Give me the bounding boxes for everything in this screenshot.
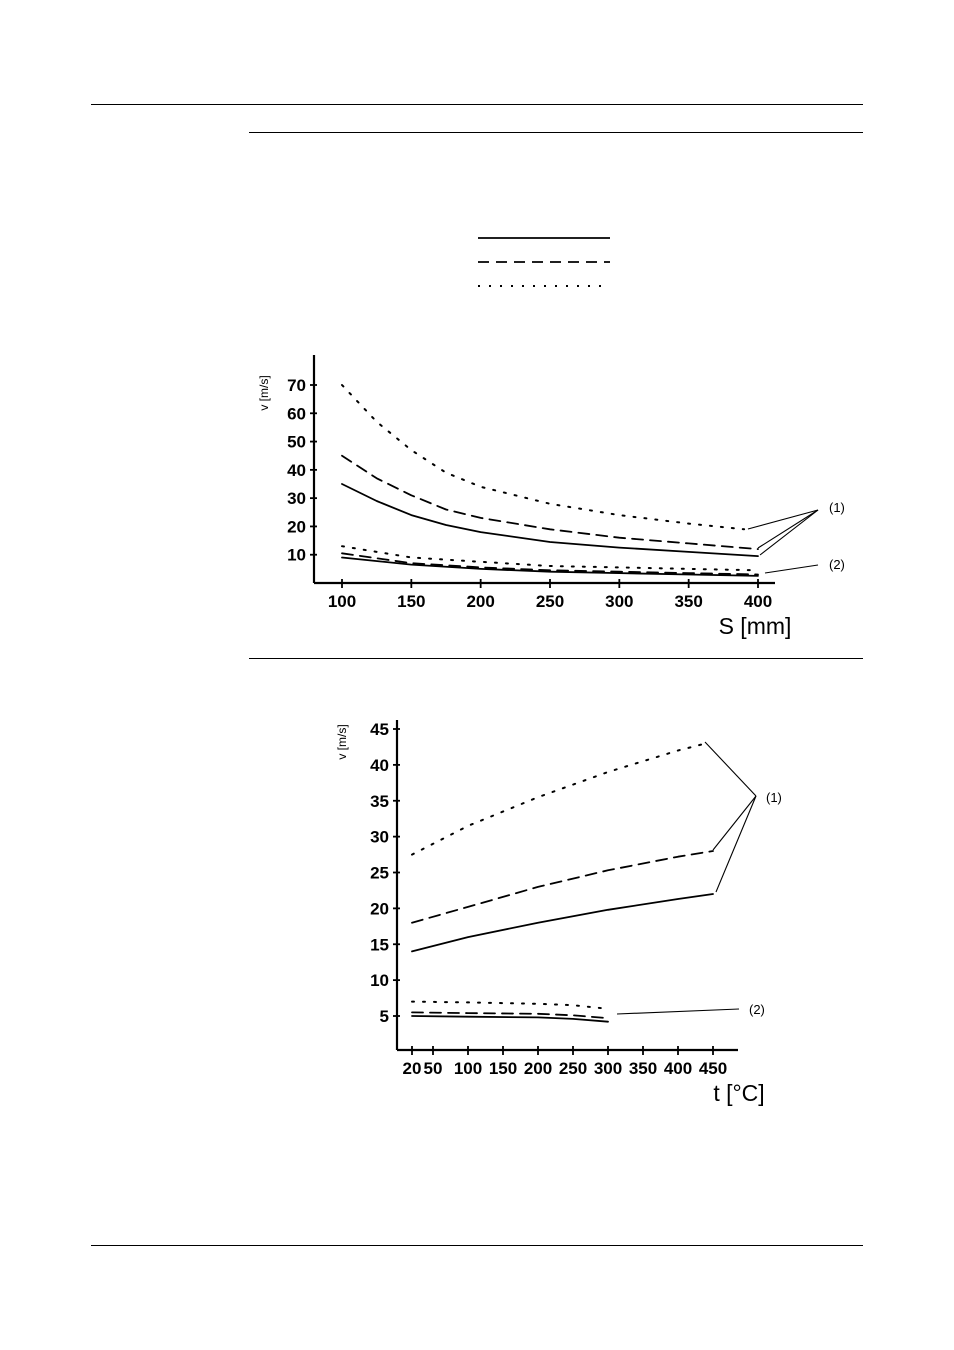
callout-leader bbox=[704, 741, 757, 797]
x-tick-label: 150 bbox=[397, 592, 425, 611]
y-tick-label: 20 bbox=[287, 517, 306, 536]
series-dashed-group2 bbox=[341, 552, 759, 576]
y-tick-label: 40 bbox=[287, 461, 306, 480]
series-dotted-group1 bbox=[411, 742, 707, 856]
callout-label: (2) bbox=[829, 557, 845, 572]
callout-leader bbox=[747, 509, 819, 530]
callout-label: (1) bbox=[766, 790, 782, 805]
series-solid-group2 bbox=[341, 556, 759, 577]
series-solid-group1 bbox=[341, 483, 759, 557]
series-solid-group2 bbox=[411, 1015, 609, 1023]
line-style-legend bbox=[478, 237, 610, 287]
x-tick-label: 250 bbox=[536, 592, 564, 611]
x-tick-label: 450 bbox=[699, 1059, 727, 1078]
y-tick-label: 5 bbox=[380, 1007, 389, 1026]
x-tick-label: 100 bbox=[328, 592, 356, 611]
x-tick-label: 200 bbox=[524, 1059, 552, 1078]
y-tick-label: 50 bbox=[287, 433, 306, 452]
y-tick-label: 30 bbox=[287, 489, 306, 508]
callout-label: (2) bbox=[749, 1002, 765, 1017]
y-tick-label: 30 bbox=[370, 828, 389, 847]
series-dotted-group2 bbox=[341, 545, 759, 572]
x-tick-label: 350 bbox=[674, 592, 702, 611]
y-axis-label: v [m/s] bbox=[335, 724, 349, 759]
section-rule-1 bbox=[249, 132, 863, 133]
callout-leader bbox=[715, 795, 757, 893]
callout-leader bbox=[759, 509, 819, 556]
callout-leader bbox=[616, 1008, 740, 1015]
x-tick-label: 400 bbox=[744, 592, 772, 611]
x-axis-label: S [mm] bbox=[719, 613, 792, 639]
bottom-rule bbox=[91, 1245, 863, 1246]
y-tick-label: 45 bbox=[370, 720, 389, 739]
callout-leader bbox=[757, 509, 819, 549]
series-dotted-group1 bbox=[341, 384, 746, 531]
callout-label: (1) bbox=[829, 500, 845, 515]
y-tick-label: 60 bbox=[287, 404, 306, 423]
callout-leader bbox=[764, 564, 819, 574]
x-tick-label: 250 bbox=[559, 1059, 587, 1078]
x-tick-label: 150 bbox=[489, 1059, 517, 1078]
y-tick-label: 35 bbox=[370, 792, 389, 811]
callout-leader bbox=[712, 795, 757, 851]
x-tick-label: 400 bbox=[664, 1059, 692, 1078]
series-dashed-group1 bbox=[341, 454, 759, 550]
series-dotted-group2 bbox=[411, 1000, 609, 1010]
series-dashed-group1 bbox=[411, 850, 714, 924]
y-tick-label: 40 bbox=[370, 756, 389, 775]
y-tick-label: 25 bbox=[370, 864, 389, 883]
x-tick-label: 300 bbox=[605, 592, 633, 611]
y-tick-label: 20 bbox=[370, 899, 389, 918]
x-tick-label: 50 bbox=[424, 1059, 443, 1078]
x-tick-label: 20 bbox=[403, 1059, 422, 1078]
x-tick-label: 350 bbox=[629, 1059, 657, 1078]
y-tick-label: 10 bbox=[370, 971, 389, 990]
series-solid-group1 bbox=[411, 893, 714, 953]
y-tick-label: 10 bbox=[287, 546, 306, 565]
series-dashed-group2 bbox=[411, 1011, 609, 1020]
x-axis-label: t [°C] bbox=[713, 1080, 764, 1106]
y-axis-label: v [m/s] bbox=[257, 375, 271, 410]
x-tick-label: 100 bbox=[454, 1059, 482, 1078]
top-rule bbox=[91, 104, 863, 105]
x-tick-label: 300 bbox=[594, 1059, 622, 1078]
x-tick-label: 200 bbox=[466, 592, 494, 611]
section-rule-2 bbox=[249, 658, 863, 659]
y-tick-label: 70 bbox=[287, 376, 306, 395]
y-tick-label: 15 bbox=[370, 935, 389, 954]
